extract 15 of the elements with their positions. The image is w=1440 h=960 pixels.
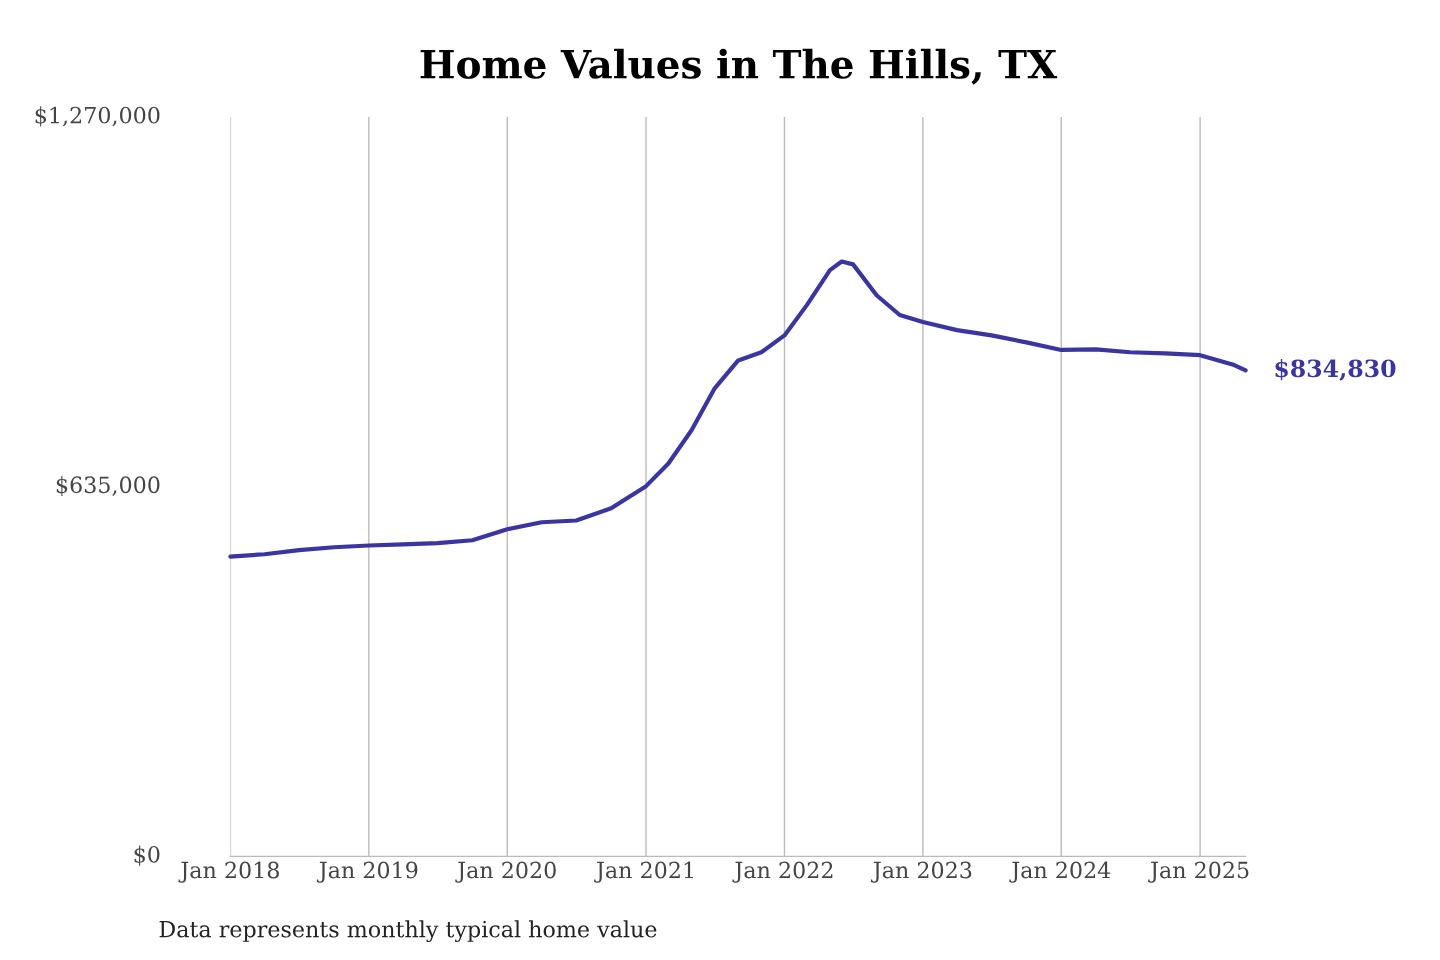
chart-title: Home Values in The Hills, TX	[420, 48, 1058, 85]
text: Data represents monthly typical home value	[159, 920, 657, 943]
x-tick-label: Jan 2020	[455, 861, 556, 883]
y-tick-label: $1,270,000	[35, 106, 160, 127]
y-tick-label: $0	[134, 845, 160, 866]
x-tick-label: Jan 2022	[732, 861, 833, 883]
x-tick-label: Jan 2021	[594, 861, 693, 883]
x-tick-label: Jan 2024	[1009, 861, 1111, 883]
x-tick-label: Jan 2019	[316, 861, 418, 883]
x-tick-label: Jan 2018	[178, 861, 279, 883]
x-tick-label: Jan 2023	[870, 861, 972, 883]
x-tick-label: Jan 2025	[1148, 861, 1249, 883]
y-tick-label: $635,000	[56, 475, 160, 497]
annotation: $834,830	[1275, 358, 1396, 381]
line-series	[228, 259, 1248, 559]
